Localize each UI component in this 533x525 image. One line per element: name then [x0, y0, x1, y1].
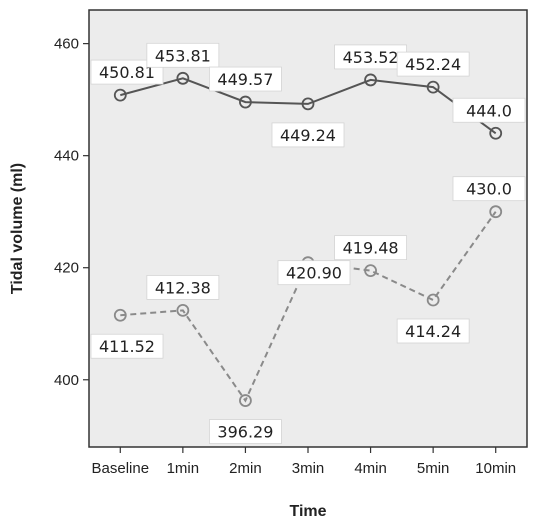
- x-axis-title: Time: [289, 503, 326, 520]
- data-label-text: 420.90: [286, 264, 342, 283]
- data-point: [364, 264, 377, 278]
- data-label-box: [146, 42, 220, 68]
- data-label-text: 411.52: [99, 337, 155, 356]
- x-tick-label: 2min: [229, 460, 262, 477]
- data-label: 449.24: [271, 122, 345, 148]
- data-point: [239, 95, 252, 109]
- x-tick-label: Baseline: [92, 460, 150, 477]
- data-point: [426, 80, 440, 94]
- y-axis-title: Tidal volume (ml): [9, 163, 26, 294]
- data-label-text: 452.24: [405, 55, 461, 74]
- data-label: 414.24: [396, 318, 470, 344]
- y-tick-label: 460: [54, 36, 79, 53]
- x-axis: Baseline 1min 2min 3min 4min 5min 10min: [92, 447, 516, 477]
- data-label-text: 412.38: [155, 278, 211, 297]
- data-label: 453.52: [334, 44, 407, 70]
- data-label-box: [90, 333, 164, 359]
- data-label: 444.0: [452, 97, 526, 123]
- x-tick-label: 4min: [354, 460, 387, 477]
- data-point: [239, 394, 252, 407]
- data-label-text: 453.81: [155, 46, 211, 65]
- y-tick-label: 420: [54, 260, 79, 277]
- data-label-box: [396, 318, 470, 344]
- data-label-box: [146, 275, 220, 300]
- x-tick-label: 5min: [417, 460, 450, 477]
- data-label-box: [452, 97, 526, 123]
- series-line: [120, 77, 497, 135]
- data-point: [489, 205, 503, 219]
- y-tick-label: 440: [54, 148, 79, 165]
- data-label-text: 450.81: [99, 63, 155, 82]
- data-label-box: [209, 66, 282, 92]
- data-label: 449.57: [209, 66, 282, 92]
- data-label-box: [209, 419, 282, 444]
- data-label-box: [334, 235, 407, 261]
- data-label: 412.38: [146, 275, 220, 300]
- data-label-box: [452, 176, 526, 202]
- data-label-text: 449.57: [217, 70, 273, 89]
- data-label-text: 419.48: [343, 239, 399, 258]
- data-point: [113, 88, 127, 102]
- data-point: [176, 71, 190, 85]
- data-point: [301, 97, 315, 111]
- data-label: 453.81: [146, 42, 220, 68]
- data-label-text: 430.0: [466, 180, 512, 199]
- data-label: 430.0: [452, 176, 526, 202]
- data-label-text: 449.24: [280, 126, 336, 145]
- data-label-box: [277, 260, 351, 286]
- data-label-text: 444.0: [466, 101, 512, 120]
- data-point: [426, 293, 440, 307]
- data-label-box: [271, 122, 345, 148]
- data-point: [489, 126, 503, 140]
- y-axis: 400 420 440 460: [54, 36, 89, 389]
- x-tick-label: 3min: [292, 460, 325, 477]
- data-label-text: 414.24: [405, 322, 461, 341]
- data-point: [364, 73, 377, 87]
- data-label-text: 396.29: [217, 423, 273, 442]
- data-label: 396.29: [209, 419, 282, 444]
- x-tick-label: 10min: [475, 460, 516, 477]
- data-label: 411.52: [90, 333, 164, 359]
- y-tick-label: 400: [54, 372, 79, 389]
- x-tick-label: 1min: [167, 460, 200, 477]
- data-label: 420.90: [277, 260, 351, 286]
- data-label-box: [396, 51, 470, 77]
- data-point: [176, 304, 190, 317]
- data-point: [113, 308, 127, 322]
- data-label: 419.48: [334, 235, 407, 261]
- data-label-text: 453.52: [343, 48, 399, 67]
- data-label: 452.24: [396, 51, 470, 77]
